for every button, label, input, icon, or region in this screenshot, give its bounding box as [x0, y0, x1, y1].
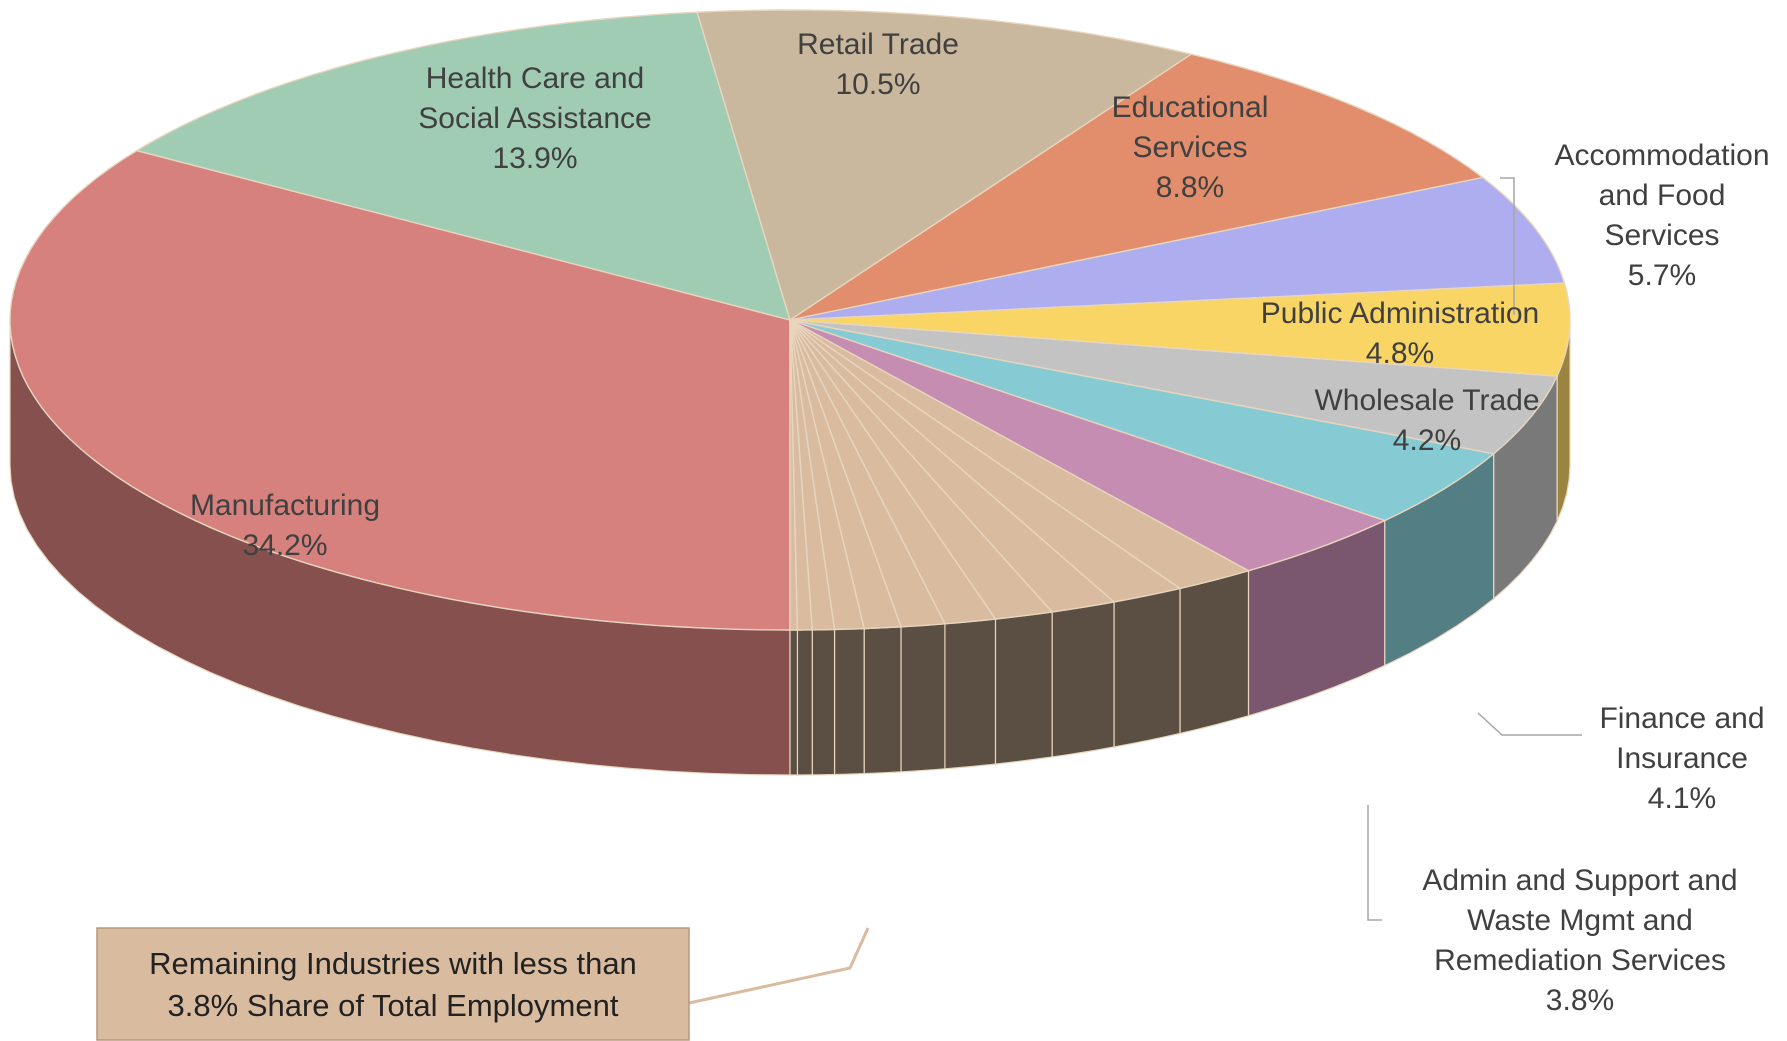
- remaining-slice-side-8: [811, 628, 836, 776]
- slice-label-2: Retail Trade 10.5%: [797, 28, 959, 101]
- slice-name-line-6-0: Wholesale Trade: [1314, 384, 1539, 417]
- slice-name-line-5-0: Public Administration: [1261, 297, 1539, 330]
- slice-top-1: [134, 11, 792, 321]
- slice-value-label-4: 5.7%: [1628, 259, 1696, 292]
- slice-name-line-4-1: and Food: [1599, 179, 1726, 212]
- slice-label-0: Manufacturing 34.2%: [190, 489, 380, 562]
- slice-top-4: [789, 176, 1566, 321]
- leader-line-7: [1477, 712, 1582, 736]
- slice-name-line-4-0: Accommodation: [1554, 139, 1769, 172]
- slice-top-3: [789, 53, 1485, 321]
- remaining-slice-side-6: [863, 626, 902, 775]
- remaining-slice-top-10: [789, 319, 799, 631]
- remaining-slice-side-10: [789, 629, 799, 776]
- slice-label-6: Wholesale Trade 4.2%: [1314, 384, 1539, 457]
- slice-value-label-5: 4.8%: [1366, 337, 1434, 370]
- slice-label-5: Public Administration 4.8%: [1261, 297, 1539, 370]
- slice-name-line-1-1: Social Assistance: [418, 102, 651, 135]
- remaining-industries-callout: Remaining Industries with less than 3.8% …: [96, 927, 690, 1041]
- slice-labels: Manufacturing 34.2% Health Care and Social …: [190, 28, 1770, 1017]
- slice-name-line-4-2: Services: [1604, 219, 1719, 252]
- slice-top-8: [789, 319, 1387, 572]
- slice-name-line-8-1: Waste Mgmt and: [1467, 904, 1693, 937]
- slice-name-line-8-0: Admin and Support and: [1422, 864, 1737, 897]
- slice-label-4: Accommodation and Food Services 5.7%: [1554, 139, 1769, 292]
- slice-value-label-3: 8.8%: [1156, 171, 1224, 204]
- slice-value-label-6: 4.2%: [1393, 424, 1461, 457]
- leader-lines: [688, 177, 1582, 1005]
- slice-name-line-2-0: Retail Trade: [797, 28, 959, 61]
- slice-top-6: [789, 319, 1559, 455]
- slice-top-0: [9, 149, 791, 631]
- slice-value-label-2: 10.5%: [835, 68, 920, 101]
- pie-side-walls: [9, 319, 1571, 776]
- leader-line-4: [1500, 177, 1515, 315]
- remaining-industries-label: Remaining Industries with less than 3.8% …: [149, 946, 637, 1023]
- leader-line-8: [1367, 805, 1382, 921]
- slice-value-label-8: 3.8%: [1546, 984, 1614, 1017]
- slice-label-3: Educational Services 8.8%: [1112, 91, 1269, 204]
- slice-label-8: Admin and Support and Waste Mgmt and Remed…: [1422, 864, 1737, 1017]
- remaining-slice-side-0: [1179, 570, 1250, 735]
- slice-name-line-3-1: Services: [1132, 131, 1247, 164]
- remaining-slice-side-3: [994, 611, 1053, 765]
- slice-name-line-3-0: Educational: [1112, 91, 1269, 124]
- slice-value-label-0: 34.2%: [242, 529, 327, 562]
- slice-value-label-1: 13.9%: [492, 142, 577, 175]
- remaining-slice-side-2: [1051, 601, 1115, 758]
- remaining-industries-box: [96, 927, 690, 1041]
- remaining-slice-side-9: [796, 629, 813, 776]
- slice-label-7: Finance and Insurance 4.1%: [1599, 702, 1764, 815]
- remaining-slice-side-5: [900, 623, 946, 773]
- remaining-slice-side-1: [1113, 587, 1181, 748]
- remaining-label-line-0: Remaining Industries with less than: [149, 946, 637, 981]
- slice-name-line-8-2: Remediation Services: [1434, 944, 1726, 977]
- slice-value-label-7: 4.1%: [1648, 782, 1716, 815]
- slice-label-1: Health Care and Social Assistance 13.9%: [418, 62, 651, 175]
- slice-name-line-7-0: Finance and: [1599, 702, 1764, 735]
- remaining-slice-side-4: [944, 618, 997, 770]
- slice-top-7: [789, 319, 1496, 522]
- slice-name-line-0-0: Manufacturing: [190, 489, 380, 522]
- remaining-callout-leader: [688, 927, 870, 1005]
- slice-top-2: [696, 9, 1194, 322]
- slice-name-line-1-0: Health Care and: [426, 62, 644, 95]
- slice-name-line-7-1: Insurance: [1616, 742, 1748, 775]
- remaining-label-line-1: 3.8% Share of Total Employment: [168, 988, 619, 1023]
- pie-top-faces: [9, 9, 1571, 631]
- slice-top-5: [789, 282, 1571, 377]
- remaining-slice-side-7: [833, 627, 865, 776]
